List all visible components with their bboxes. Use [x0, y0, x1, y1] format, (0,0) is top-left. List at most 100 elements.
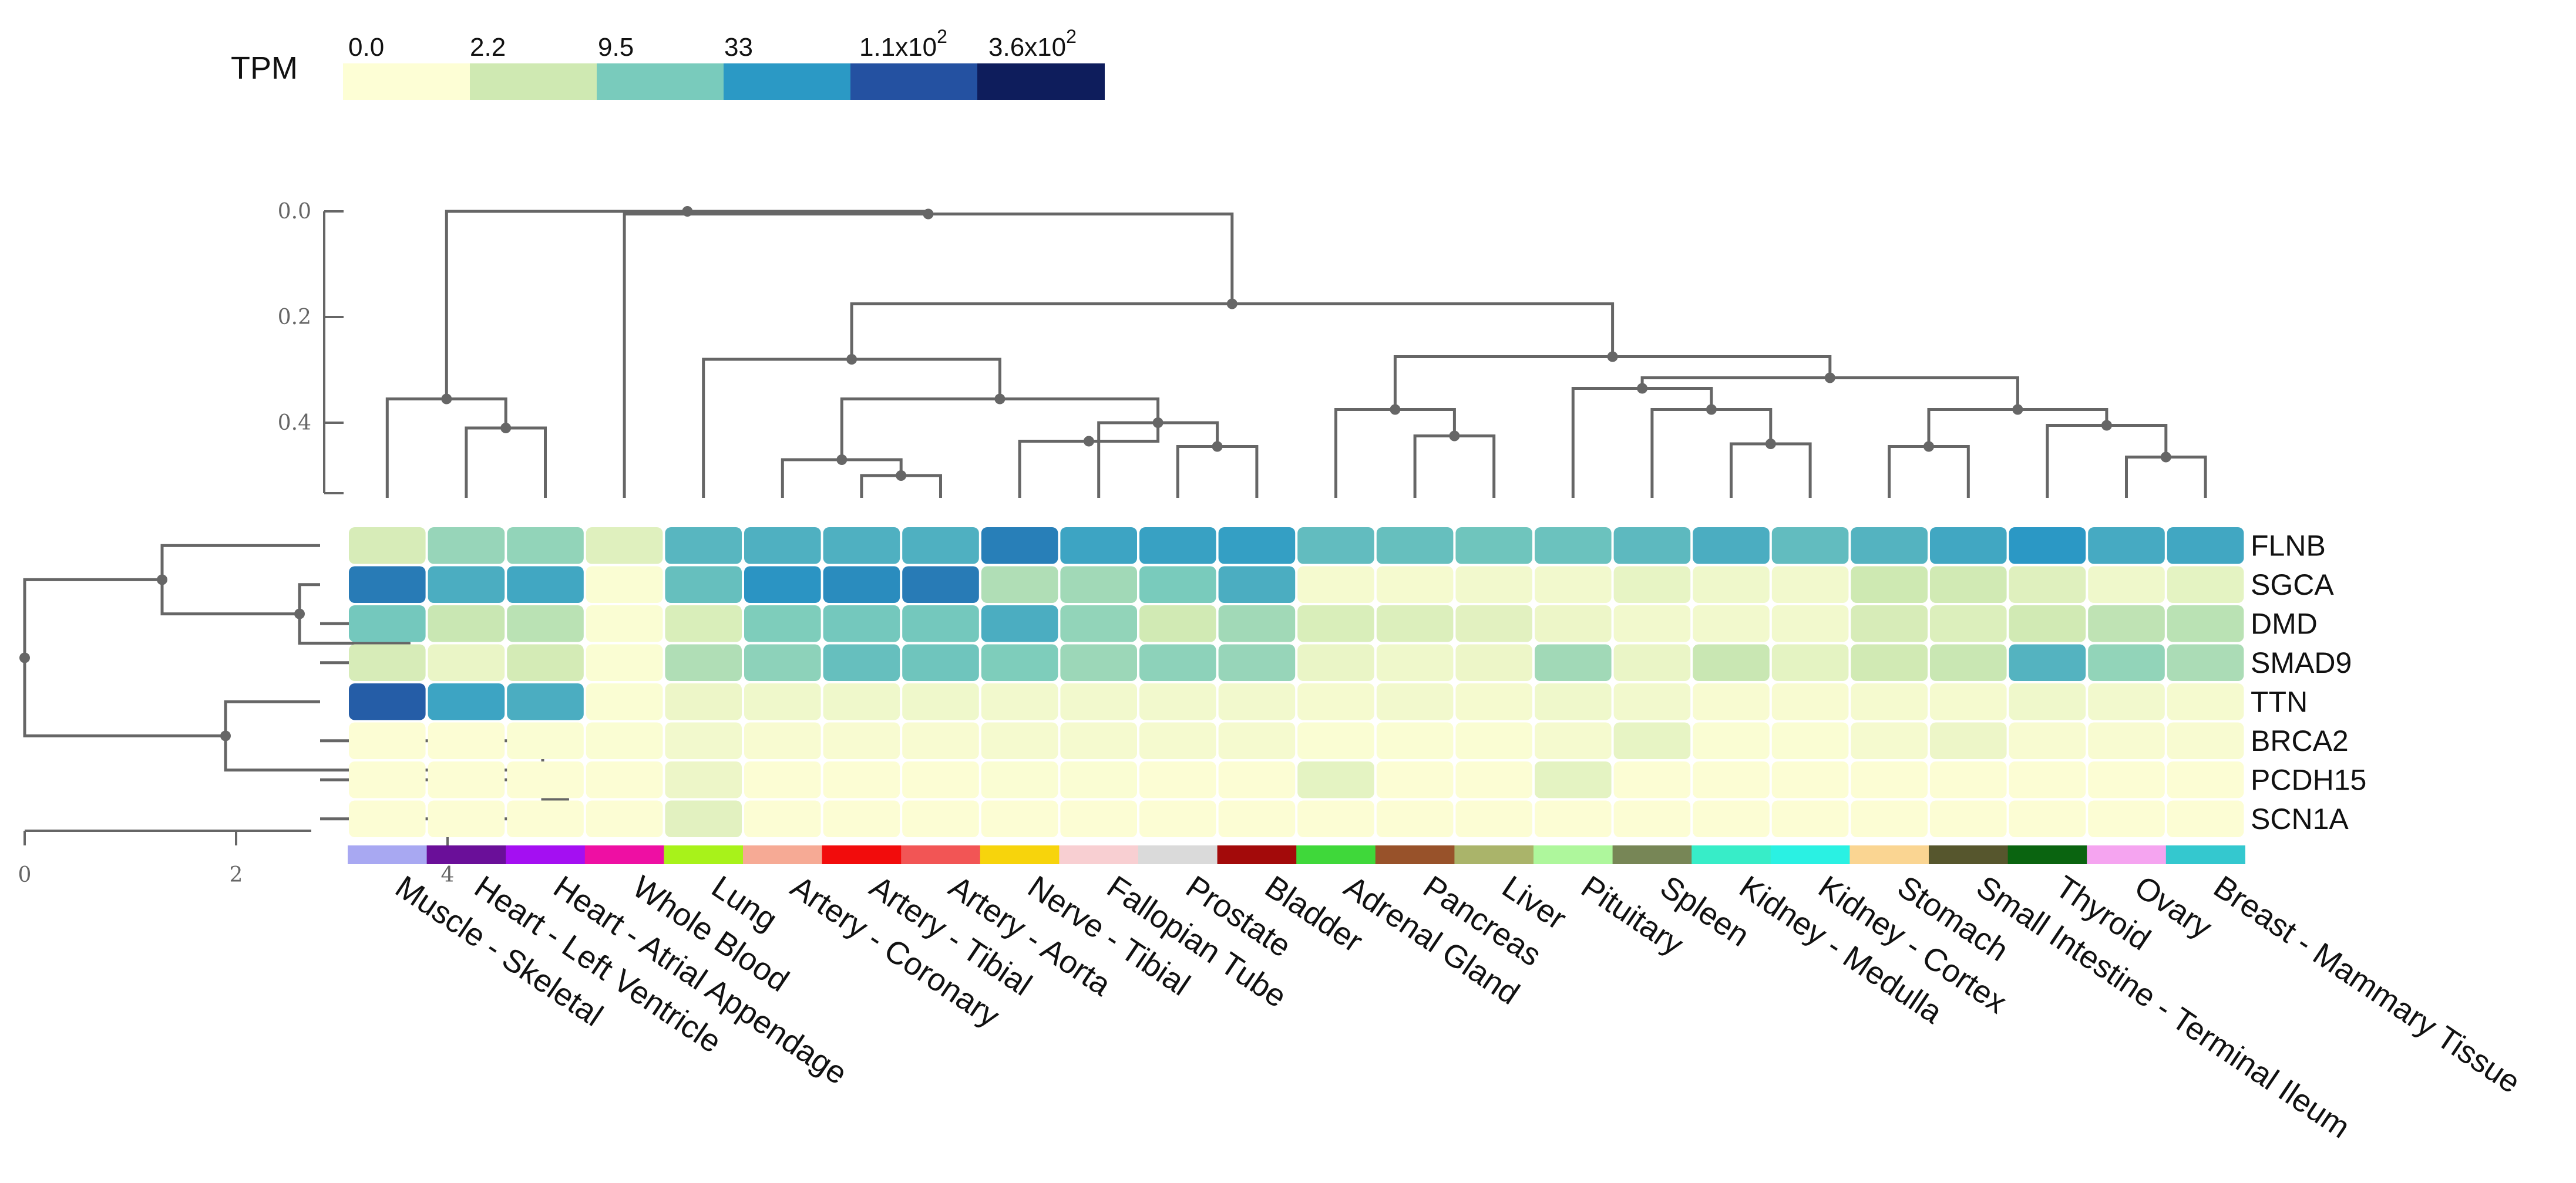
heatmap-cell-ttn-thyroid[interactable] [2009, 683, 2086, 720]
heatmap-cell-ttn-fallopian-tube[interactable] [1060, 683, 1137, 720]
heatmap-cell-brca2-lung[interactable] [665, 722, 742, 760]
heatmap-cell-smad9-prostate[interactable] [1139, 644, 1216, 682]
heatmap-cell-ttn-heart-left-ventricle[interactable] [428, 683, 505, 720]
heatmap-cell-dmd-pituitary[interactable] [1535, 605, 1612, 642]
heatmap-cell-flnb-muscle-skeletal[interactable] [349, 527, 426, 564]
heatmap-cell-brca2-breast-mammary-tissue[interactable] [2167, 722, 2244, 760]
heatmap-cell-brca2-artery-tibial[interactable] [823, 722, 900, 760]
heatmap-cell-sgca-bladder[interactable] [1218, 566, 1296, 604]
heatmap-cell-sgca-pancreas[interactable] [1376, 566, 1454, 604]
heatmap-cell-smad9-nerve-tibial[interactable] [981, 644, 1058, 682]
heatmap-cell-scn1a-whole-blood[interactable] [586, 800, 663, 838]
heatmap-cell-dmd-lung[interactable] [665, 605, 742, 642]
heatmap-cell-scn1a-artery-coronary[interactable] [744, 800, 821, 838]
heatmap-cell-pcdh15-thyroid[interactable] [2009, 761, 2086, 798]
heatmap-cell-scn1a-spleen[interactable] [1613, 800, 1691, 838]
heatmap-cell-ttn-bladder[interactable] [1218, 683, 1296, 720]
heatmap-cell-flnb-nerve-tibial[interactable] [981, 527, 1058, 564]
heatmap-cell-flnb-liver[interactable] [1455, 527, 1532, 564]
heatmap-cell-brca2-small-intestine-terminal-ileum[interactable] [1930, 722, 2007, 760]
heatmap-cell-smad9-kidney-medulla[interactable] [1693, 644, 1770, 682]
heatmap-cell-ttn-heart-atrial-appendage[interactable] [507, 683, 584, 720]
heatmap-cell-pcdh15-kidney-cortex[interactable] [1771, 761, 1849, 798]
heatmap-cell-ttn-muscle-skeletal[interactable] [349, 683, 426, 720]
heatmap-cell-pcdh15-muscle-skeletal[interactable] [349, 761, 426, 798]
heatmap-cell-dmd-artery-aorta[interactable] [902, 605, 979, 642]
heatmap-cell-dmd-kidney-cortex[interactable] [1771, 605, 1849, 642]
heatmap-cell-sgca-small-intestine-terminal-ileum[interactable] [1930, 566, 2007, 604]
heatmap-cell-pcdh15-whole-blood[interactable] [586, 761, 663, 798]
heatmap-cell-brca2-spleen[interactable] [1613, 722, 1691, 760]
heatmap-cell-sgca-nerve-tibial[interactable] [981, 566, 1058, 604]
heatmap-cell-scn1a-kidney-cortex[interactable] [1771, 800, 1849, 838]
heatmap-cell-flnb-lung[interactable] [665, 527, 742, 564]
heatmap-cell-scn1a-stomach[interactable] [1851, 800, 1928, 838]
heatmap-cell-dmd-artery-tibial[interactable] [823, 605, 900, 642]
heatmap-cell-flnb-fallopian-tube[interactable] [1060, 527, 1137, 564]
heatmap-cell-dmd-adrenal-gland[interactable] [1297, 605, 1374, 642]
heatmap-cell-brca2-pituitary[interactable] [1535, 722, 1612, 760]
heatmap-cell-dmd-nerve-tibial[interactable] [981, 605, 1058, 642]
heatmap-cell-pcdh15-artery-aorta[interactable] [902, 761, 979, 798]
heatmap-cell-scn1a-heart-atrial-appendage[interactable] [507, 800, 584, 838]
heatmap-cell-sgca-prostate[interactable] [1139, 566, 1216, 604]
heatmap-cell-pcdh15-bladder[interactable] [1218, 761, 1296, 798]
heatmap-cell-scn1a-breast-mammary-tissue[interactable] [2167, 800, 2244, 838]
heatmap-cell-pcdh15-stomach[interactable] [1851, 761, 1928, 798]
heatmap-cell-dmd-pancreas[interactable] [1376, 605, 1454, 642]
heatmap-cell-ttn-ovary[interactable] [2088, 683, 2165, 720]
heatmap-cell-scn1a-bladder[interactable] [1218, 800, 1296, 838]
heatmap-cell-brca2-pancreas[interactable] [1376, 722, 1454, 760]
heatmap-cell-flnb-kidney-cortex[interactable] [1771, 527, 1849, 564]
heatmap-cell-dmd-ovary[interactable] [2088, 605, 2165, 642]
heatmap-cell-ttn-whole-blood[interactable] [586, 683, 663, 720]
heatmap-cell-brca2-kidney-cortex[interactable] [1771, 722, 1849, 760]
heatmap-cell-dmd-bladder[interactable] [1218, 605, 1296, 642]
heatmap-cell-flnb-breast-mammary-tissue[interactable] [2167, 527, 2244, 564]
heatmap-cell-ttn-artery-coronary[interactable] [744, 683, 821, 720]
heatmap-cell-sgca-artery-tibial[interactable] [823, 566, 900, 604]
heatmap-cell-ttn-artery-tibial[interactable] [823, 683, 900, 720]
heatmap-cell-brca2-adrenal-gland[interactable] [1297, 722, 1374, 760]
heatmap-cell-flnb-pituitary[interactable] [1535, 527, 1612, 564]
heatmap-cell-scn1a-muscle-skeletal[interactable] [349, 800, 426, 838]
heatmap-cell-sgca-kidney-medulla[interactable] [1693, 566, 1770, 604]
heatmap-cell-dmd-muscle-skeletal[interactable] [349, 605, 426, 642]
heatmap-cell-flnb-ovary[interactable] [2088, 527, 2165, 564]
heatmap-cell-brca2-fallopian-tube[interactable] [1060, 722, 1137, 760]
heatmap-cell-dmd-small-intestine-terminal-ileum[interactable] [1930, 605, 2007, 642]
heatmap-cell-ttn-kidney-medulla[interactable] [1693, 683, 1770, 720]
heatmap-cell-brca2-stomach[interactable] [1851, 722, 1928, 760]
heatmap-cell-dmd-fallopian-tube[interactable] [1060, 605, 1137, 642]
heatmap-cell-sgca-kidney-cortex[interactable] [1771, 566, 1849, 604]
heatmap-cell-scn1a-pituitary[interactable] [1535, 800, 1612, 838]
heatmap-cell-flnb-thyroid[interactable] [2009, 527, 2086, 564]
heatmap-cell-ttn-pituitary[interactable] [1535, 683, 1612, 720]
heatmap-cell-scn1a-fallopian-tube[interactable] [1060, 800, 1137, 838]
heatmap-cell-brca2-bladder[interactable] [1218, 722, 1296, 760]
heatmap-cell-pcdh15-breast-mammary-tissue[interactable] [2167, 761, 2244, 798]
heatmap-cell-smad9-artery-aorta[interactable] [902, 644, 979, 682]
heatmap-cell-smad9-bladder[interactable] [1218, 644, 1296, 682]
heatmap-cell-pcdh15-liver[interactable] [1455, 761, 1532, 798]
heatmap-cell-smad9-adrenal-gland[interactable] [1297, 644, 1374, 682]
heatmap-cell-pcdh15-spleen[interactable] [1613, 761, 1691, 798]
heatmap-cell-scn1a-liver[interactable] [1455, 800, 1532, 838]
heatmap-cell-scn1a-lung[interactable] [665, 800, 742, 838]
heatmap-cell-dmd-whole-blood[interactable] [586, 605, 663, 642]
heatmap-cell-smad9-stomach[interactable] [1851, 644, 1928, 682]
heatmap-cell-ttn-pancreas[interactable] [1376, 683, 1454, 720]
heatmap-cell-ttn-breast-mammary-tissue[interactable] [2167, 683, 2244, 720]
heatmap-cell-brca2-artery-coronary[interactable] [744, 722, 821, 760]
heatmap-cell-smad9-heart-left-ventricle[interactable] [428, 644, 505, 682]
heatmap-cell-pcdh15-prostate[interactable] [1139, 761, 1216, 798]
heatmap-cell-brca2-heart-left-ventricle[interactable] [428, 722, 505, 760]
heatmap-cell-smad9-artery-tibial[interactable] [823, 644, 900, 682]
heatmap-cell-dmd-heart-left-ventricle[interactable] [428, 605, 505, 642]
heatmap-cell-flnb-bladder[interactable] [1218, 527, 1296, 564]
heatmap-cell-sgca-stomach[interactable] [1851, 566, 1928, 604]
heatmap-cell-sgca-muscle-skeletal[interactable] [349, 566, 426, 604]
heatmap-cell-flnb-stomach[interactable] [1851, 527, 1928, 564]
heatmap-cell-ttn-nerve-tibial[interactable] [981, 683, 1058, 720]
heatmap-cell-dmd-kidney-medulla[interactable] [1693, 605, 1770, 642]
